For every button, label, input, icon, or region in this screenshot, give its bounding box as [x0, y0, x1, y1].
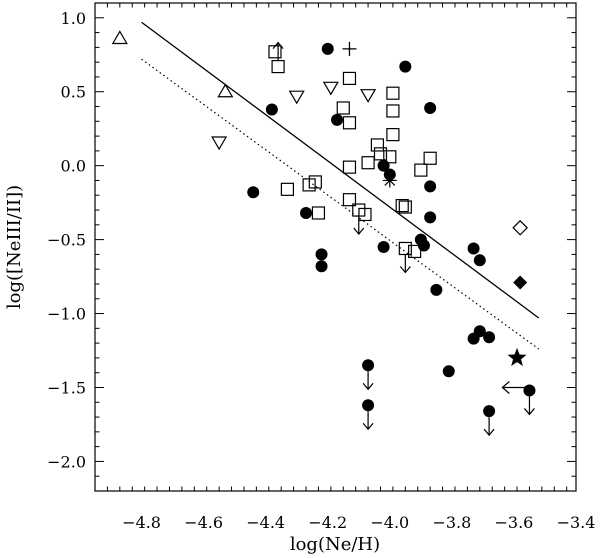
open-triangle-up-point	[217, 83, 234, 98]
filled-circle-point	[442, 365, 455, 378]
open-square-point	[342, 160, 357, 174]
open-square-point	[268, 45, 282, 59]
filled-circle-point	[424, 180, 437, 193]
upper-limit-arrow	[353, 216, 365, 235]
filled-circle-point	[362, 399, 375, 412]
x-tick-label: −4.4	[246, 513, 285, 532]
open-square-point	[408, 244, 422, 259]
data-points	[111, 30, 536, 437]
x-axis-label: log(Ne/H)	[290, 534, 380, 555]
plus-point	[342, 41, 357, 56]
open-square-point	[280, 182, 294, 196]
filled-circle-point	[483, 331, 496, 344]
upper-limit-arrow	[399, 254, 411, 274]
x-tick-label: −4.6	[184, 513, 223, 532]
open-square-point	[386, 128, 400, 142]
x-tick-label: −4.0	[370, 513, 409, 532]
open-square-point	[342, 71, 357, 86]
filled-circle-point	[377, 241, 390, 253]
lower-limit-arrow	[272, 41, 284, 61]
y-tick-labels: 1.0 0.5 0.0 −0.5 −1.0 −1.5 −2.0	[47, 9, 86, 472]
open-triangle-down-point	[211, 136, 228, 151]
open-square-point	[398, 241, 412, 256]
filled-circle-point	[300, 206, 313, 219]
filled-circle-point	[473, 325, 486, 338]
y-tick-label: 1.0	[61, 9, 86, 28]
open-square-point	[370, 138, 384, 152]
filled-circle-point	[523, 384, 536, 397]
open-triangle-up-point	[111, 30, 128, 45]
y-tick-label: −1.0	[47, 305, 86, 324]
open-square-point	[386, 86, 400, 100]
plot-frame	[94, 2, 577, 492]
filled-star-point	[507, 347, 527, 366]
upper-limit-arrow	[523, 396, 535, 416]
open-square-point	[383, 150, 397, 164]
open-square-point	[386, 104, 400, 118]
filled-circle-point	[399, 60, 412, 73]
open-triangle-down-point	[322, 81, 339, 96]
filled-diamond-point	[513, 275, 528, 290]
open-square-point	[361, 156, 375, 170]
y-axis-label: log([NeIII/II])	[4, 185, 25, 309]
open-square-point	[398, 200, 412, 214]
asterisk-point	[382, 173, 397, 188]
x-tick-label: −3.6	[495, 513, 534, 532]
filled-circle-point	[315, 260, 328, 273]
open-square-point	[342, 116, 357, 130]
upper-limit-arrow	[362, 411, 374, 431]
filled-circle-point	[424, 101, 437, 114]
axis-ticks	[94, 2, 576, 492]
left-limit-arrow	[501, 381, 527, 394]
x-tick-label: −4.8	[122, 513, 161, 532]
filled-circle-point	[265, 103, 278, 116]
open-square-point	[311, 206, 326, 220]
x-tick-labels: −4.8 −4.6 −4.4 −4.2 −4.0 −3.8 −3.6 −3.4	[122, 513, 595, 532]
open-square-point	[373, 147, 388, 161]
open-triangle-down-point	[360, 89, 377, 103]
open-square-point	[414, 163, 428, 177]
open-square-point	[342, 193, 357, 207]
open-square-point	[336, 101, 350, 115]
filled-circle-point	[315, 248, 328, 261]
y-tick-label: −2.0	[47, 452, 86, 471]
open-diamond-point	[512, 219, 528, 236]
filled-circle-point	[473, 254, 486, 267]
x-tick-label: −3.4	[557, 513, 596, 532]
upper-limit-arrow	[362, 371, 374, 391]
y-tick-label: 0.5	[61, 83, 86, 102]
filled-circle-point	[483, 405, 496, 418]
fit-lines	[141, 21, 540, 350]
filled-circle-point	[424, 211, 437, 224]
y-tick-label: −1.5	[47, 378, 86, 397]
filled-circle-point	[467, 242, 480, 255]
x-tick-label: −3.8	[432, 513, 471, 532]
open-square-point	[358, 207, 372, 222]
y-tick-label: −0.5	[47, 231, 86, 250]
open-square-point	[395, 198, 409, 213]
filled-circle-point	[430, 283, 443, 296]
upper-limit-arrow	[483, 417, 495, 437]
filled-circle-point	[331, 113, 344, 126]
dotted-fit-line	[141, 58, 540, 350]
solid-fit-line	[141, 21, 540, 319]
y-tick-label: 0.0	[61, 157, 86, 176]
open-square-point	[271, 59, 285, 74]
open-square-point	[302, 178, 316, 192]
x-tick-label: −4.2	[308, 513, 347, 532]
filled-circle-point	[362, 359, 375, 372]
open-square-point	[423, 151, 437, 165]
open-triangle-down-point	[288, 90, 305, 105]
filled-circle-point	[247, 186, 260, 199]
filled-circle-point	[321, 42, 334, 55]
